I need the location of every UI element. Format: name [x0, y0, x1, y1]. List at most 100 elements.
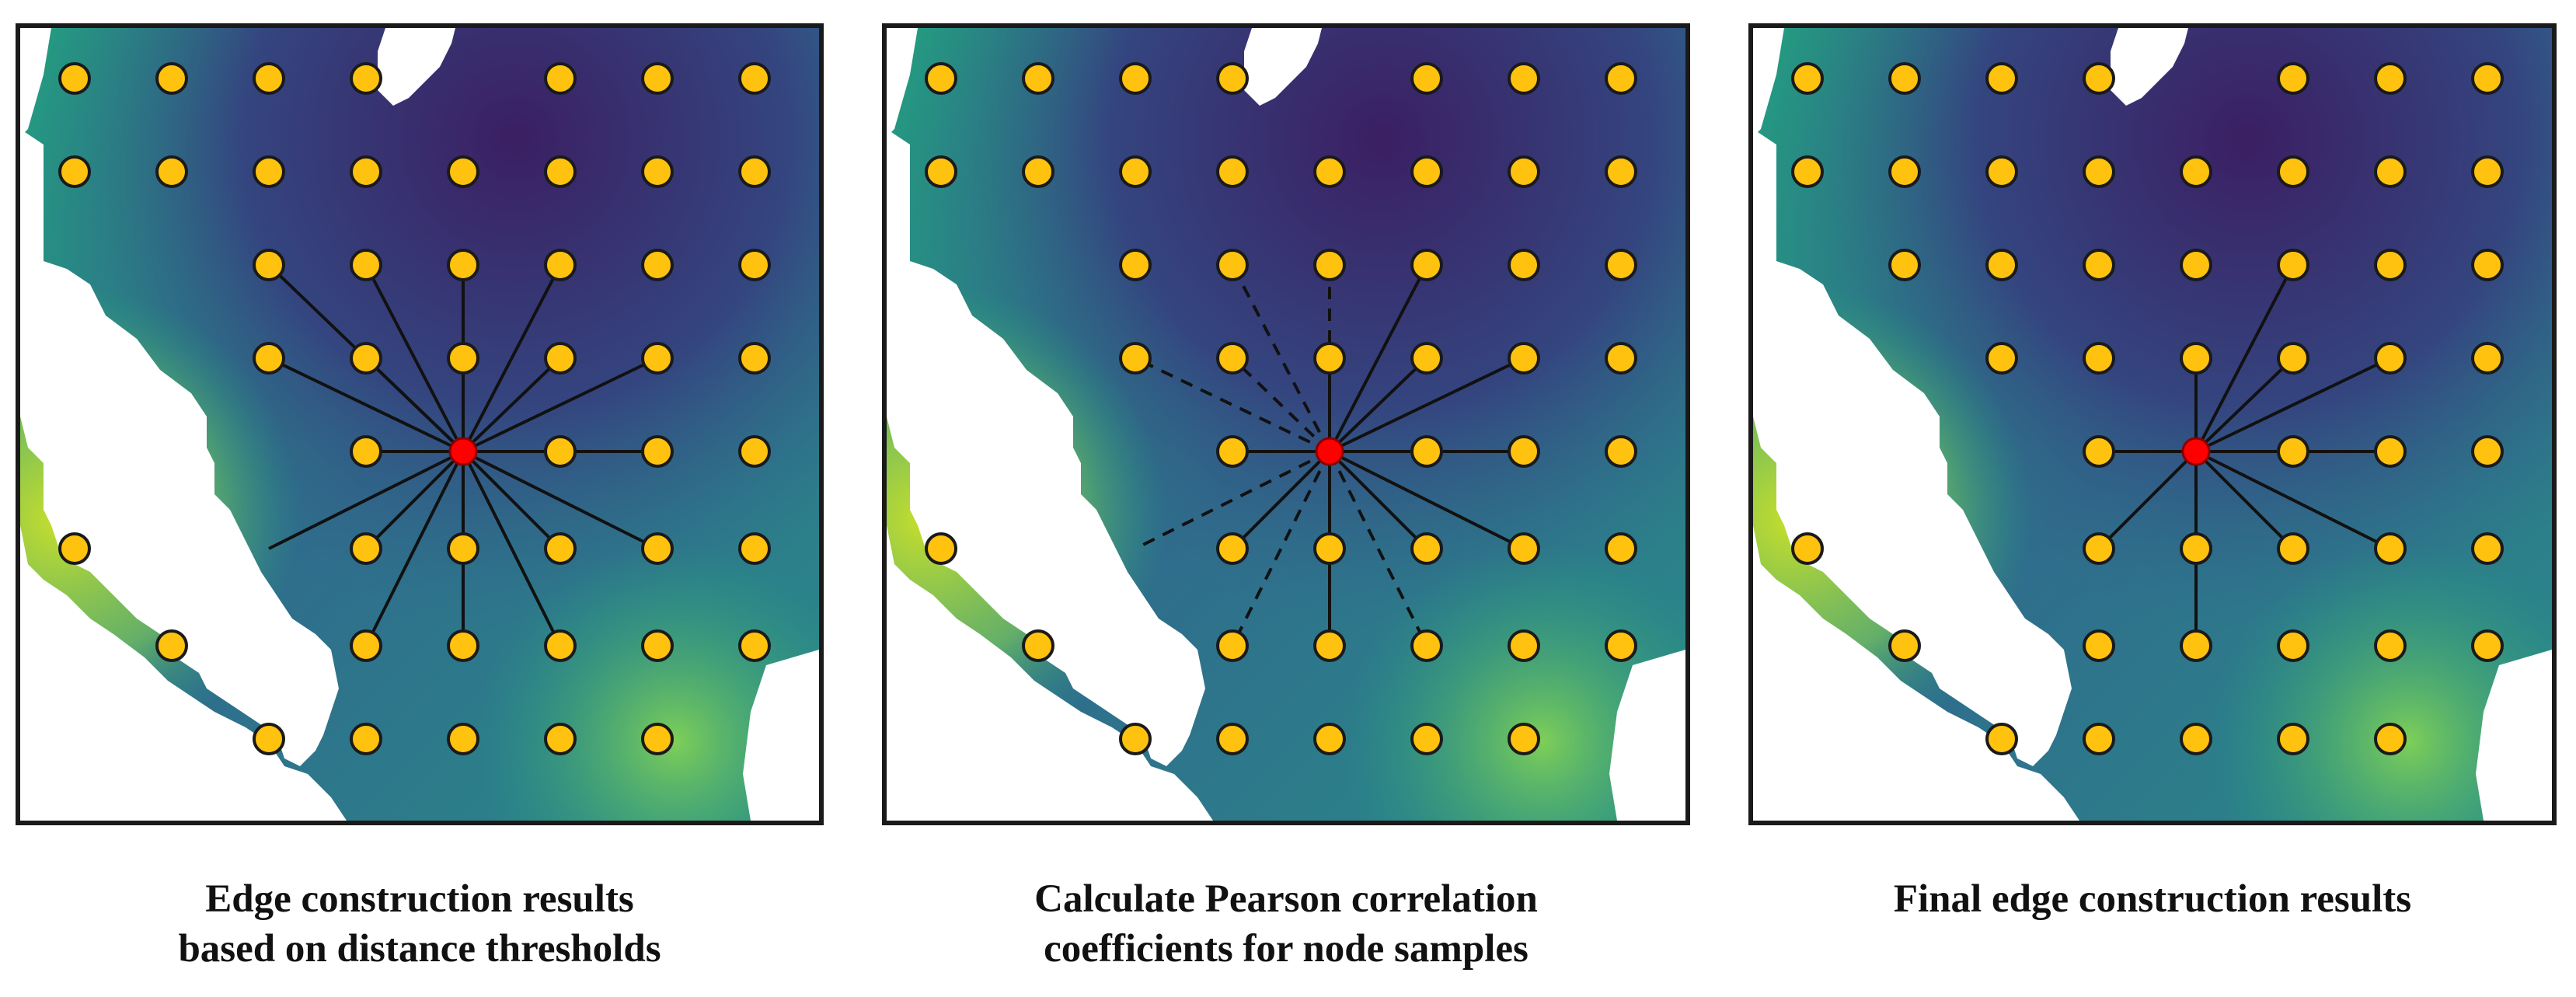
grid-node: [1410, 155, 1443, 188]
grid-node: [350, 532, 382, 565]
grid-node: [2374, 723, 2407, 755]
grid-node: [925, 62, 957, 95]
grid-node: [58, 155, 91, 188]
grid-node: [2083, 629, 2115, 662]
grid-node: [544, 249, 577, 281]
solid-edge: [1329, 450, 1525, 550]
caption-line: Final edge construction results: [1893, 877, 2412, 921]
no-data-region: [1244, 28, 1322, 106]
grid-node: [350, 155, 382, 188]
grid-node: [1605, 435, 1637, 468]
grid-node: [1508, 435, 1540, 468]
caption-final-edges: Final edge construction results: [1748, 874, 2557, 924]
solid-edge: [462, 450, 658, 550]
solid-edge: [364, 264, 465, 452]
solid-edge: [1231, 450, 1331, 550]
solid-edge: [2194, 450, 2295, 550]
grid-node: [2471, 435, 2504, 468]
grid-node: [1888, 249, 1921, 281]
solid-edge: [268, 450, 464, 550]
grid-node: [1985, 723, 2018, 755]
grid-node: [738, 629, 771, 662]
grid-node: [2083, 62, 2115, 95]
grid-node: [2277, 249, 2309, 281]
panel-map-svg: [1753, 28, 2552, 821]
grid-node: [2083, 155, 2115, 188]
grid-node: [2277, 62, 2309, 95]
grid-node: [155, 629, 188, 662]
center-node: [2181, 437, 2211, 466]
grid-node: [447, 155, 479, 188]
grid-node: [447, 249, 479, 281]
grid-node: [738, 532, 771, 565]
grid-node: [1508, 62, 1540, 95]
solid-edge: [2097, 450, 2198, 550]
grid-node: [253, 249, 285, 281]
grid-node: [1508, 155, 1540, 188]
grid-node: [1216, 723, 1249, 755]
grid-node: [350, 342, 382, 375]
solid-edge: [268, 357, 464, 453]
grid-node: [2277, 342, 2309, 375]
no-data-region: [20, 28, 51, 137]
grid-node: [738, 435, 771, 468]
dashed-edge: [1231, 357, 1331, 453]
grid-node: [350, 435, 382, 468]
grid-node: [2374, 435, 2407, 468]
solid-edge: [2195, 450, 2391, 550]
grid-node: [1791, 532, 1824, 565]
grid-node: [738, 62, 771, 95]
dashed-edge: [1135, 450, 1330, 550]
grid-node: [58, 62, 91, 95]
panel-map-svg: [20, 28, 819, 821]
grid-node: [641, 62, 674, 95]
grid-node: [1216, 155, 1249, 188]
grid-node: [1022, 155, 1054, 188]
grid-node: [2471, 532, 2504, 565]
grid-node: [350, 62, 382, 95]
grid-node: [925, 155, 957, 188]
grid-node: [1605, 629, 1637, 662]
grid-node: [2471, 629, 2504, 662]
grid-node: [155, 155, 188, 188]
grid-node: [1410, 435, 1443, 468]
grid-node: [1216, 532, 1249, 565]
grid-node: [2083, 723, 2115, 755]
no-data-region: [887, 28, 918, 137]
grid-node: [1985, 342, 2018, 375]
grid-node: [2374, 62, 2407, 95]
grid-node: [2277, 155, 2309, 188]
no-data-region: [887, 129, 1205, 766]
grid-node: [2180, 723, 2212, 755]
grid-node: [1216, 435, 1249, 468]
grid-node: [1119, 249, 1152, 281]
grid-node: [2277, 723, 2309, 755]
grid-node: [1605, 532, 1637, 565]
no-data-region: [743, 650, 819, 821]
grid-node: [1216, 62, 1249, 95]
grid-node: [155, 62, 188, 95]
grid-node: [1508, 629, 1540, 662]
grid-node: [544, 723, 577, 755]
grid-node: [1888, 155, 1921, 188]
grid-node: [253, 342, 285, 375]
grid-node: [1508, 723, 1540, 755]
grid-node: [544, 155, 577, 188]
grid-node: [641, 155, 674, 188]
grid-node: [1605, 62, 1637, 95]
center-node: [1315, 437, 1344, 466]
grid-node: [1410, 62, 1443, 95]
grid-node: [1216, 249, 1249, 281]
grid-node: [1791, 62, 1824, 95]
caption-pearson-correlation: Calculate Pearson correlation coefficien…: [882, 874, 1690, 974]
grid-node: [2277, 435, 2309, 468]
grid-node: [1605, 249, 1637, 281]
dashed-edge: [1231, 264, 1331, 452]
grid-node: [1791, 155, 1824, 188]
grid-node: [1410, 723, 1443, 755]
solid-edge: [364, 450, 465, 550]
grid-node: [2180, 629, 2212, 662]
grid-node: [2277, 532, 2309, 565]
grid-node: [738, 249, 771, 281]
grid-node: [2374, 342, 2407, 375]
